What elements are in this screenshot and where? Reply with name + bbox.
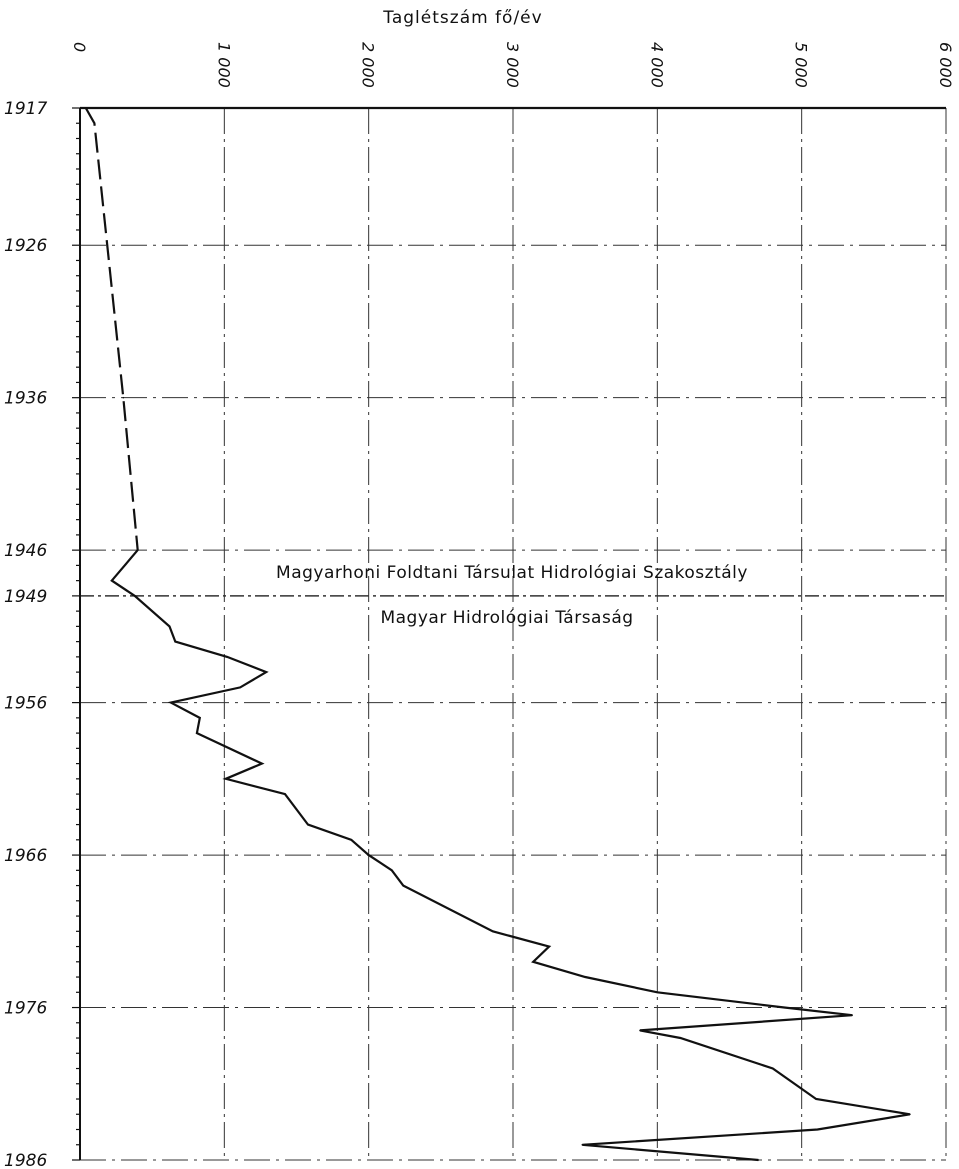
data-point	[265, 671, 267, 673]
data-point	[402, 884, 405, 887]
data-point	[136, 549, 139, 551]
y-tick-label: 1966	[4, 846, 47, 866]
x-tick-label: 3 000	[503, 42, 522, 88]
x-tick-label: 5 000	[792, 42, 811, 88]
data-point	[261, 762, 263, 765]
data-point	[239, 686, 242, 689]
data-point	[93, 122, 96, 125]
x-tick-label: 0	[70, 42, 89, 52]
data-point	[367, 854, 370, 856]
data-point	[909, 1113, 911, 1116]
y-tick-label: 1986	[4, 1151, 47, 1169]
data-point	[224, 778, 227, 780]
data-point	[226, 656, 229, 658]
data-point	[110, 579, 113, 582]
data-point	[816, 1128, 819, 1131]
data-point	[174, 640, 177, 643]
chart-title: Taglétszám fő/év	[382, 8, 542, 28]
y-tick-label: 1936	[4, 389, 47, 409]
data-point	[532, 960, 535, 963]
data-point	[639, 1029, 641, 1032]
x-tick-label: 2 000	[359, 42, 378, 88]
label-layer: Taglétszám fő/év Magyarhoni Foldtani Tár…	[276, 8, 748, 628]
data-point	[757, 1159, 760, 1161]
y-tick-label: 1917	[4, 99, 47, 119]
data-point	[851, 1014, 853, 1016]
y-tick-label: 1926	[4, 236, 47, 256]
data-point	[168, 625, 171, 628]
data-point	[84, 107, 87, 109]
x-tick-label: 1 000	[214, 42, 233, 88]
data-point	[581, 1143, 584, 1146]
data-point	[772, 1067, 774, 1070]
grid-layer	[80, 108, 947, 1161]
data-point	[656, 991, 659, 994]
data-point	[307, 823, 309, 826]
data-point	[122, 396, 125, 399]
data-point	[284, 793, 286, 795]
data-point	[548, 945, 550, 948]
series-line-solid	[110, 549, 911, 1162]
data-point	[170, 701, 172, 704]
data-point	[679, 1037, 682, 1039]
data-point	[134, 595, 136, 597]
data-point	[491, 930, 494, 933]
data-point	[198, 717, 201, 719]
y-tick-label: 1949	[4, 587, 47, 607]
data-point	[390, 869, 393, 872]
x-tick-label: 6 000	[936, 42, 955, 88]
data-point	[584, 976, 586, 978]
series-layer	[84, 107, 911, 1162]
series-line-dashed	[84, 107, 139, 551]
y-tick-label: 1946	[4, 541, 47, 561]
x-tick-label: 4 000	[647, 42, 666, 88]
axis-layer: 1917 1926 1936 1946 1949 1956 1966 1976 1986 0 1 0…	[4, 42, 955, 1169]
data-point	[815, 1098, 817, 1100]
y-tick-label: 1976	[4, 999, 47, 1019]
annotation-new-society: Magyar Hidrológiai Társaság	[380, 608, 633, 628]
annotation-old-society: Magyarhoni Foldtani Társulat Hidrológiai…	[276, 563, 748, 583]
data-point	[350, 839, 353, 841]
data-point	[783, 1006, 786, 1009]
y-tick-label: 1956	[4, 694, 47, 714]
data-point	[196, 732, 198, 734]
